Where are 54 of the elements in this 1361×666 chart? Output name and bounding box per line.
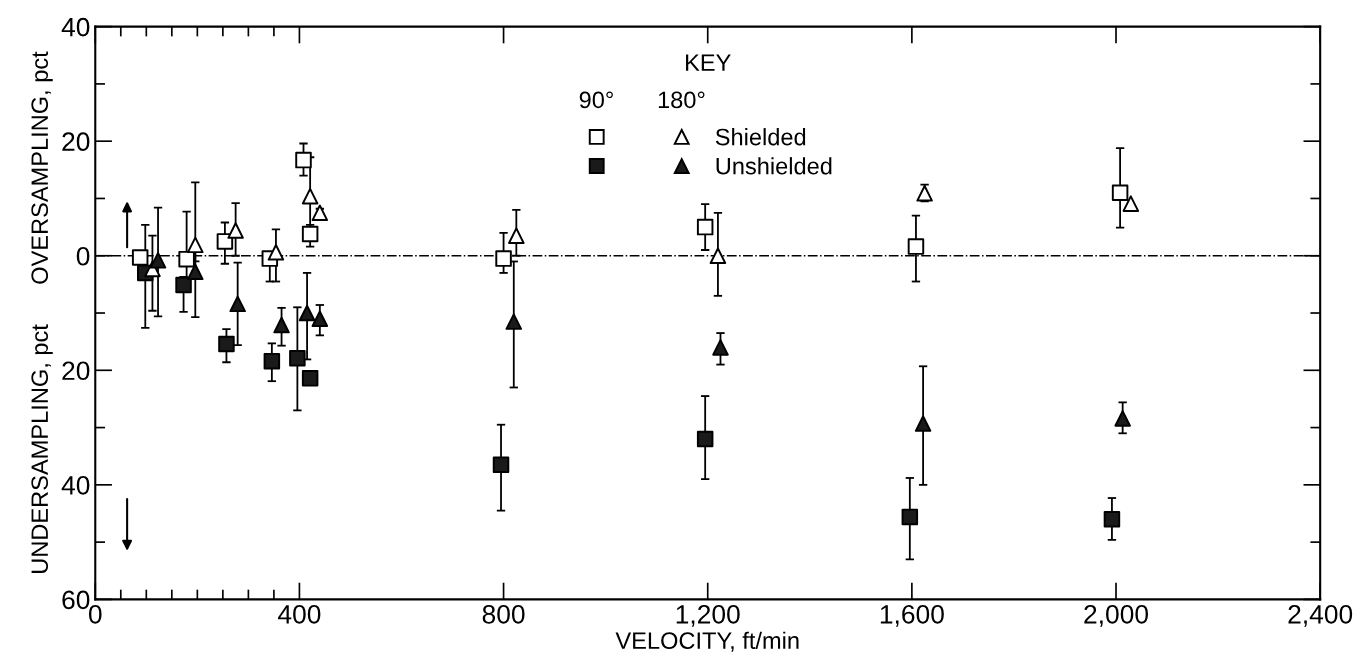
point bbox=[187, 236, 204, 254]
point bbox=[907, 238, 925, 255]
point bbox=[175, 276, 192, 294]
point bbox=[495, 250, 512, 267]
legend-label: Unshielded bbox=[716, 157, 832, 175]
point bbox=[273, 316, 290, 334]
legend-title: KEY bbox=[686, 54, 731, 71]
point bbox=[914, 415, 932, 432]
y-tick-label: 60 bbox=[62, 590, 90, 610]
point bbox=[295, 151, 312, 169]
x-tick-label: 2,400 bbox=[1288, 604, 1353, 627]
point bbox=[1114, 410, 1131, 427]
point bbox=[131, 249, 149, 266]
point bbox=[227, 222, 244, 239]
point bbox=[298, 304, 316, 322]
point bbox=[505, 313, 523, 330]
point bbox=[263, 352, 281, 370]
point bbox=[187, 263, 204, 281]
point bbox=[289, 350, 306, 367]
point bbox=[216, 233, 234, 250]
point bbox=[301, 187, 319, 205]
point bbox=[218, 335, 235, 353]
annotation: 90° bbox=[579, 91, 613, 109]
point bbox=[696, 218, 714, 236]
x-tick-label: 400 bbox=[278, 604, 321, 624]
y-axis-title: UNDERSAMPLING, pct OVERSAMPLING, pct bbox=[31, 51, 53, 573]
point bbox=[301, 225, 319, 243]
x-tick-label: 1,200 bbox=[676, 604, 740, 627]
y-tick-label: 0 bbox=[76, 246, 90, 266]
point bbox=[712, 339, 729, 356]
point bbox=[696, 430, 714, 448]
point bbox=[178, 250, 195, 268]
y-tick-label: 40 bbox=[61, 17, 90, 37]
x-tick-label: 2,000 bbox=[1084, 604, 1149, 627]
point bbox=[492, 456, 510, 474]
point bbox=[301, 370, 319, 387]
y-tick-label: 20 bbox=[62, 361, 90, 381]
point bbox=[901, 508, 919, 526]
point bbox=[311, 310, 329, 327]
point bbox=[1103, 510, 1121, 528]
x-axis-title: VELOCITY, ft/min bbox=[615, 631, 799, 652]
y-tick-label: 20 bbox=[62, 132, 90, 152]
annotation: 180° bbox=[658, 91, 705, 109]
point bbox=[508, 227, 525, 244]
x-tick-label: 1,600 bbox=[880, 604, 944, 627]
point bbox=[311, 204, 329, 222]
point bbox=[267, 244, 285, 261]
point bbox=[229, 295, 246, 313]
point bbox=[1111, 184, 1129, 201]
point bbox=[709, 247, 727, 264]
legend-label: Shielded bbox=[715, 128, 806, 146]
point bbox=[149, 252, 167, 269]
x-tick-label: 800 bbox=[482, 604, 525, 624]
y-tick-label: 40 bbox=[61, 475, 90, 495]
